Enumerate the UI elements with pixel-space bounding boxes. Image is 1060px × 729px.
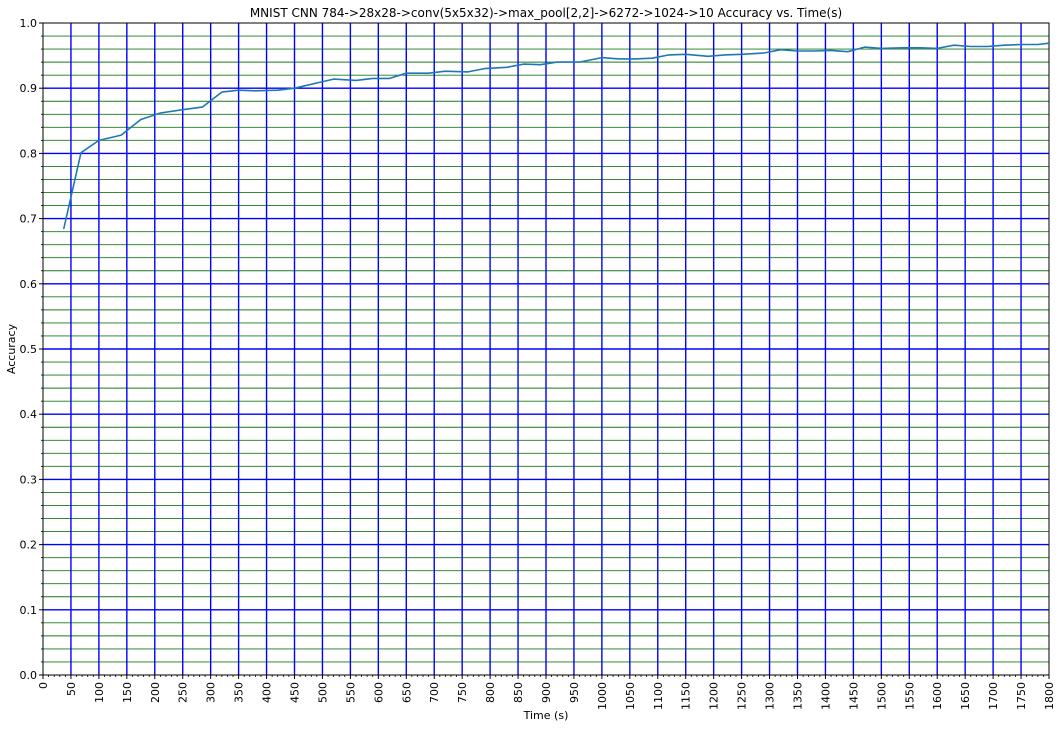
x-tick-label: 0 — [37, 682, 50, 689]
y-axis: 0.0 0.1 0.2 0.3 0.4 0.5 0.6 0.7 0.8 0.9 1.0 — [20, 17, 43, 682]
x-tick-label: 200 — [149, 682, 162, 703]
x-tick-label: 1700 — [987, 682, 1000, 710]
x-tick-label: 700 — [428, 682, 441, 703]
x-tick-label: 50 — [65, 682, 78, 696]
x-tick-label: 450 — [289, 682, 302, 703]
x-tick-label: 150 — [121, 682, 134, 703]
x-tick-label: 1000 — [596, 682, 609, 710]
x-tick-label: 1150 — [680, 682, 693, 710]
x-tick-label: 950 — [568, 682, 581, 703]
y-tick-label: 0.6 — [20, 278, 38, 291]
x-tick-label: 850 — [512, 682, 525, 703]
x-tick-label: 1800 — [1043, 682, 1056, 710]
x-axis-label: Time (s) — [523, 709, 569, 722]
x-tick-label: 1550 — [903, 682, 916, 710]
x-tick-label: 1350 — [792, 682, 805, 710]
y-tick-label: 0.0 — [20, 669, 38, 682]
x-tick-label: 800 — [484, 682, 497, 703]
x-tick-label: 350 — [233, 682, 246, 703]
x-tick-label: 1300 — [764, 682, 777, 710]
y-tick-label: 0.4 — [20, 408, 38, 421]
x-tick-label: 750 — [456, 682, 469, 703]
x-tick-label: 1500 — [875, 682, 888, 710]
x-tick-label: 1400 — [819, 682, 832, 710]
x-tick-label: 1600 — [931, 682, 944, 710]
x-tick-label: 100 — [93, 682, 106, 703]
x-tick-label: 300 — [205, 682, 218, 703]
x-tick-label: 650 — [400, 682, 413, 703]
y-tick-label: 0.5 — [20, 343, 38, 356]
y-tick-label: 0.3 — [20, 473, 38, 486]
x-tick-label: 250 — [177, 682, 190, 703]
x-tick-label: 1650 — [959, 682, 972, 710]
x-tick-label: 1250 — [736, 682, 749, 710]
x-tick-label: 500 — [316, 682, 329, 703]
x-tick-label: 400 — [261, 682, 274, 703]
y-tick-label: 0.9 — [20, 82, 38, 95]
x-tick-label: 1750 — [1015, 682, 1028, 710]
x-tick-label: 600 — [372, 682, 385, 703]
series-layer — [62, 42, 1050, 230]
major-grid — [43, 23, 1049, 675]
x-tick-label: 1100 — [652, 682, 665, 710]
y-tick-label: 0.1 — [20, 604, 38, 617]
y-axis-label: Accuracy — [5, 323, 18, 374]
accuracy-series-line — [62, 42, 1050, 230]
y-tick-label: 0.8 — [20, 147, 38, 160]
x-tick-label: 1450 — [847, 682, 860, 710]
x-axis: 0 50 100 150 200 250 300 350 400 450 500 550 600 650 7… — [37, 675, 1056, 710]
y-tick-label: 0.2 — [20, 539, 38, 552]
y-tick-label: 0.7 — [20, 213, 38, 226]
chart-title: MNIST CNN 784->28x28->conv(5x5x32)->max_… — [250, 6, 842, 20]
x-tick-label: 900 — [540, 682, 553, 703]
x-tick-label: 550 — [344, 682, 357, 703]
y-tick-label: 1.0 — [20, 17, 38, 30]
x-tick-label: 1050 — [624, 682, 637, 710]
x-tick-label: 1200 — [708, 682, 721, 710]
